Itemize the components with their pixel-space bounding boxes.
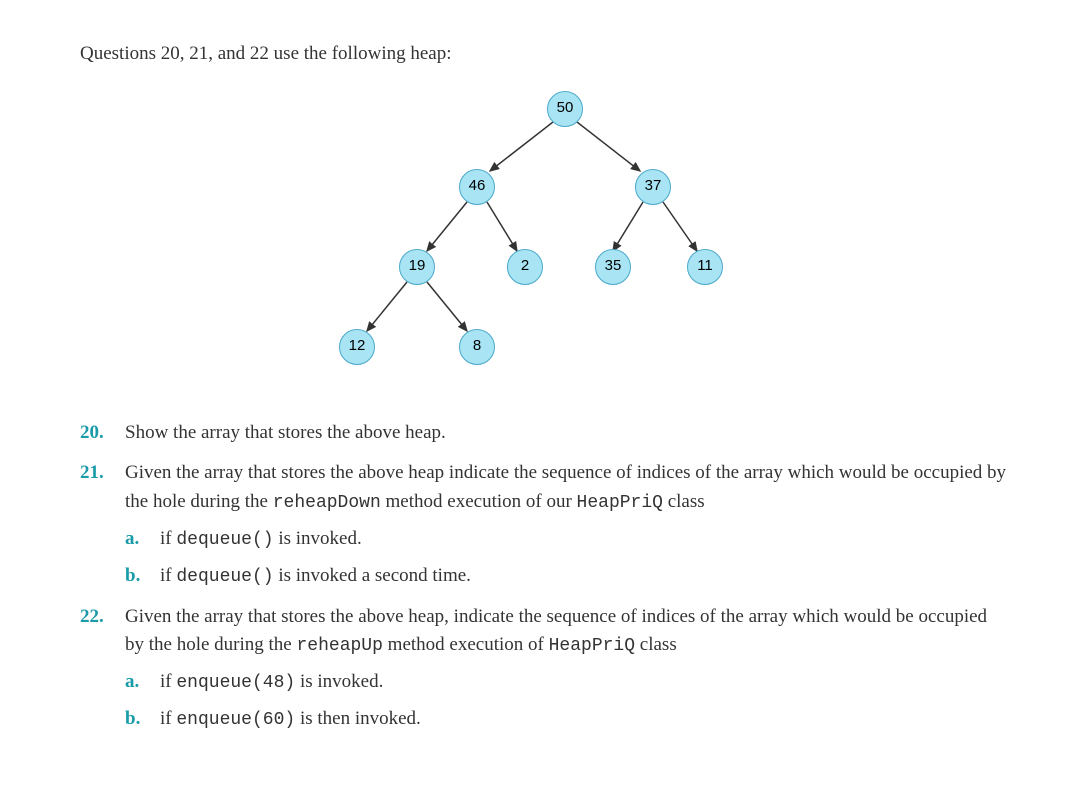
- question-21: 21. Given the array that stores the abov…: [80, 459, 1010, 591]
- node-11: 11: [687, 249, 723, 285]
- q22-a-label: a.: [125, 668, 139, 697]
- node-12: 12: [339, 329, 375, 365]
- node-46: 46: [459, 169, 495, 205]
- q22-text-post: class: [635, 634, 677, 655]
- intro-text: Questions 20, 21, and 22 use the followi…: [80, 40, 1010, 69]
- question-22: 22. Given the array that stores the abov…: [80, 603, 1010, 735]
- q21-b-pre: if: [160, 565, 176, 586]
- q22-b-label: b.: [125, 705, 140, 734]
- q22-code1: reheapUp: [297, 636, 383, 656]
- node-19: 19: [399, 249, 435, 285]
- q21-text-mid: method execution of our: [381, 491, 577, 512]
- q21-b-label: b.: [125, 562, 140, 591]
- q20-number: 20.: [80, 419, 104, 448]
- q21-b-code: dequeue(): [176, 567, 273, 587]
- q20-text: Show the array that stores the above hea…: [125, 422, 446, 443]
- q21-code2: HeapPriQ: [577, 493, 663, 513]
- q21-a-code: dequeue(): [176, 530, 273, 550]
- q22-a-pre: if: [160, 671, 176, 692]
- node-35: 35: [595, 249, 631, 285]
- q21-b-post: is invoked a second time.: [274, 565, 471, 586]
- q21-a-post: is invoked.: [274, 528, 362, 549]
- q22-a-post: is invoked.: [295, 671, 383, 692]
- q21-a-pre: if: [160, 528, 176, 549]
- q22-b-pre: if: [160, 708, 176, 729]
- q21-a-label: a.: [125, 525, 139, 554]
- q22-a: a. if enqueue(48) is invoked.: [125, 668, 1010, 697]
- node-8: 8: [459, 329, 495, 365]
- q21-b: b. if dequeue() is invoked a second time…: [125, 562, 1010, 591]
- q21-text-post: class: [663, 491, 705, 512]
- q22-b: b. if enqueue(60) is then invoked.: [125, 705, 1010, 734]
- q22-number: 22.: [80, 603, 104, 632]
- q22-code2: HeapPriQ: [549, 636, 635, 656]
- node-50: 50: [547, 91, 583, 127]
- heap-tree: 50 46 37 19 2 35 11 12 8: [295, 89, 795, 389]
- q21-code1: reheapDown: [273, 493, 381, 513]
- q22-b-code: enqueue(60): [176, 710, 295, 730]
- node-2: 2: [507, 249, 543, 285]
- q21-number: 21.: [80, 459, 104, 488]
- q21-a: a. if dequeue() is invoked.: [125, 525, 1010, 554]
- node-37: 37: [635, 169, 671, 205]
- q22-text-mid: method execution of: [383, 634, 549, 655]
- question-20: 20. Show the array that stores the above…: [80, 419, 1010, 448]
- q22-b-post: is then invoked.: [295, 708, 421, 729]
- q22-a-code: enqueue(48): [176, 673, 295, 693]
